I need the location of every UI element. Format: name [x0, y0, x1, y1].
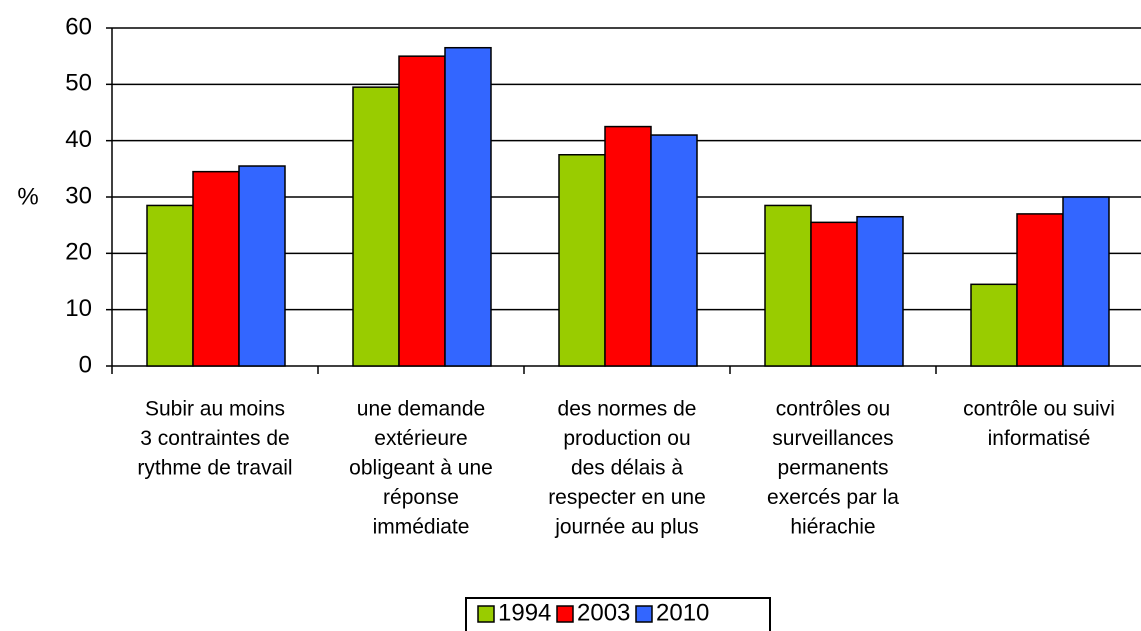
- bar: [1016, 213, 1064, 367]
- bar: [146, 204, 194, 367]
- y-tick-label: 20: [65, 239, 92, 266]
- y-tick-label: 40: [65, 126, 92, 153]
- bar: [398, 55, 446, 367]
- legend-swatch: [556, 605, 574, 623]
- bar: [238, 165, 286, 367]
- legend-label: 2003: [577, 599, 630, 626]
- x-tick-label: une demande: [357, 398, 485, 421]
- x-tick-label: production ou: [563, 427, 690, 450]
- x-tick-label: exercés par la: [767, 486, 899, 509]
- bar: [1062, 196, 1110, 367]
- x-tick-label: informatisé: [988, 427, 1091, 450]
- bar: [604, 125, 652, 367]
- x-tick-label: respecter en une: [548, 486, 706, 509]
- legend-label: 1994: [498, 599, 551, 626]
- legend-swatch: [477, 605, 495, 623]
- bar: [856, 215, 904, 367]
- bar: [444, 46, 492, 367]
- y-tick-label: 60: [65, 13, 92, 40]
- bar: [192, 170, 240, 367]
- x-tick-label: journée au plus: [554, 516, 699, 539]
- x-tick-label: des délais à: [571, 457, 683, 480]
- x-tick-label: Subir au moins: [145, 398, 285, 421]
- y-tick-label: 10: [65, 295, 92, 322]
- bar: [810, 221, 858, 367]
- x-tick-label: immédiate: [373, 516, 470, 539]
- y-tick-label: 0: [79, 351, 92, 378]
- y-tick-label: 50: [65, 70, 92, 97]
- x-tick-label: contrôles ou: [776, 398, 890, 421]
- x-tick-label: extérieure: [374, 427, 467, 450]
- legend-label: 2010: [656, 599, 709, 626]
- bar: [650, 134, 698, 367]
- bar: [970, 283, 1018, 367]
- x-tick-label: hiérachie: [790, 516, 875, 539]
- x-tick-label: rythme de travail: [137, 457, 292, 480]
- y-tick-label: 30: [65, 182, 92, 209]
- x-tick-label: des normes de: [558, 398, 697, 421]
- bar: [352, 86, 400, 367]
- bar: [558, 154, 606, 367]
- x-tick-label: obligeant à une: [349, 457, 493, 480]
- y-axis-label: %: [17, 183, 38, 210]
- x-tick-label: réponse: [383, 486, 459, 509]
- legend-swatch: [635, 605, 653, 623]
- x-tick-label: 3 contraintes de: [140, 427, 289, 450]
- x-tick-label: contrôle ou suivi: [963, 398, 1115, 421]
- bar: [764, 204, 812, 367]
- legend-box: [465, 597, 771, 631]
- x-tick-label: surveillances: [772, 427, 893, 450]
- x-tick-label: permanents: [778, 457, 889, 480]
